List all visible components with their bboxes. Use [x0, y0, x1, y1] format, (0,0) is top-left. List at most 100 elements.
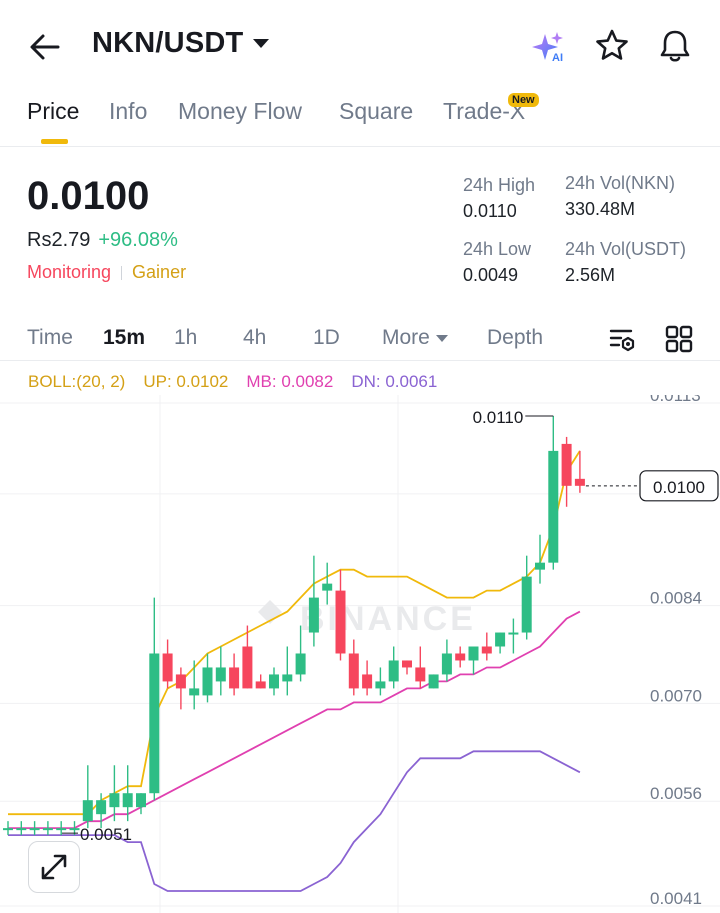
stat-value: 330.48M	[565, 199, 636, 219]
candle-body	[548, 450, 559, 563]
caret-down-icon	[435, 334, 448, 342]
candle-body	[308, 597, 319, 633]
candle-body	[82, 800, 93, 822]
tab-money-flow[interactable]: Money Flow	[178, 98, 302, 124]
candle-body	[122, 793, 133, 808]
tag-row: Monitoring Gainer	[27, 262, 186, 283]
last-price: 0.0100	[27, 174, 150, 218]
candle-body	[202, 667, 213, 696]
candle-body	[29, 828, 40, 831]
tab-info[interactable]: Info	[109, 98, 148, 124]
candle-body	[242, 646, 253, 689]
tag-divider	[121, 265, 123, 280]
chevron-down-icon	[253, 39, 270, 48]
price-subline: Rs2.79 +96.08%	[27, 229, 178, 252]
monitoring-tag[interactable]: Monitoring	[27, 262, 112, 282]
tf-more-label: More	[382, 326, 430, 349]
sparkle-ai-icon[interactable]: AI	[530, 30, 570, 64]
tf-1h[interactable]: 1h	[174, 326, 198, 349]
stat-value: 0.0049	[463, 265, 519, 285]
candlestick-chart[interactable]: BINANCE 0.0110 0.0051 0.0100 0.0113 0.0084 0.0…	[0, 395, 720, 913]
candle-body	[375, 681, 386, 689]
timeframe-bar: Time 15m 1h 4h 1D More Depth	[0, 320, 720, 361]
candle-body	[535, 562, 545, 570]
price-change: +96.08%	[98, 229, 178, 251]
stat-label: 24h High	[463, 175, 536, 195]
tab-price[interactable]: Price	[27, 98, 80, 124]
grid-layout-icon[interactable]	[664, 324, 694, 354]
stat-24h-high: 24h High 0.0110	[463, 175, 535, 222]
candle-body	[109, 793, 120, 808]
candle-body	[521, 576, 532, 633]
current-price-label: 0.0100	[653, 478, 705, 497]
candle-body	[149, 653, 160, 794]
candle-body	[136, 793, 146, 808]
candle-body	[96, 800, 107, 815]
fiat-price: Rs2.79	[27, 229, 91, 251]
candle-body	[69, 828, 80, 831]
stat-label: 24h Low	[463, 239, 532, 259]
candle-body	[362, 674, 373, 689]
boll-legend: BOLL:(20, 2) UP: 0.0102 MB: 0.0082 DN: 0…	[28, 372, 437, 392]
candle-body	[3, 828, 13, 831]
tf-15m[interactable]: 15m	[103, 326, 146, 349]
candle-body	[561, 443, 572, 486]
candle-body	[175, 674, 186, 689]
pair-selector[interactable]: NKN/USDT	[92, 27, 270, 60]
tab-square[interactable]: Square	[339, 98, 414, 124]
stat-value: 0.0110	[463, 201, 517, 221]
stat-24h-vol-quote: 24h Vol(USDT) 2.56M	[565, 239, 686, 286]
tf-time[interactable]: Time	[27, 326, 73, 349]
tf-1d[interactable]: 1D	[313, 326, 340, 349]
candle-body	[428, 674, 439, 689]
gainer-tag[interactable]: Gainer	[132, 262, 187, 282]
candle-body	[441, 653, 452, 675]
y-tick-label: 0.0056	[650, 784, 702, 803]
candle-body	[295, 653, 306, 675]
candle-body	[16, 828, 27, 831]
tab-bar: Price Info Money Flow Square Trade-X	[0, 92, 720, 147]
candle-body	[455, 653, 466, 661]
expand-chart-icon[interactable]	[28, 841, 80, 893]
y-tick-label: 0.0070	[650, 686, 702, 705]
candle-body	[402, 660, 412, 668]
stat-value: 2.56M	[565, 265, 616, 285]
candle-body	[56, 828, 67, 831]
tf-4h[interactable]: 4h	[243, 326, 267, 349]
candle-body	[229, 667, 240, 689]
y-tick-label: 0.0113	[650, 395, 701, 405]
candle-body	[481, 646, 492, 654]
y-tick-label: 0.0084	[650, 589, 702, 608]
candle-body	[388, 660, 399, 682]
candle-body	[508, 632, 519, 635]
bell-icon[interactable]	[656, 27, 694, 65]
high-annotation: 0.0110	[473, 408, 524, 427]
watermark-text: BINANCE	[300, 600, 476, 638]
star-icon[interactable]	[594, 28, 630, 64]
boll-up-line	[8, 450, 581, 816]
ai-label: AI	[552, 52, 563, 64]
active-tab-indicator	[41, 139, 68, 144]
candle-body	[282, 674, 293, 682]
indicator-settings-icon[interactable]	[607, 324, 637, 354]
candle-body	[269, 674, 279, 689]
stat-24h-vol-base: 24h Vol(NKN) 330.48M	[565, 173, 675, 220]
new-badge: New	[508, 93, 539, 107]
low-annotation: 0.0051	[80, 825, 132, 844]
tf-depth[interactable]: Depth	[487, 326, 544, 349]
stat-label: 24h Vol(NKN)	[565, 173, 676, 193]
y-tick-label: 0.0041	[650, 889, 702, 908]
stat-label: 24h Vol(USDT)	[565, 239, 687, 259]
candle-body	[348, 653, 359, 689]
candle-body	[255, 681, 266, 689]
tf-more[interactable]: More	[382, 326, 448, 350]
boll-dn-value: DN: 0.0061	[351, 372, 438, 391]
candle-body	[495, 632, 506, 647]
boll-mb-value: MB: 0.0082	[246, 372, 334, 391]
candle-body	[162, 653, 173, 682]
candle-body	[574, 478, 585, 486]
back-arrow-icon[interactable]	[28, 30, 62, 64]
candle-body	[215, 667, 226, 682]
pair-title: NKN/USDT	[92, 27, 244, 59]
candle-body	[468, 646, 479, 661]
